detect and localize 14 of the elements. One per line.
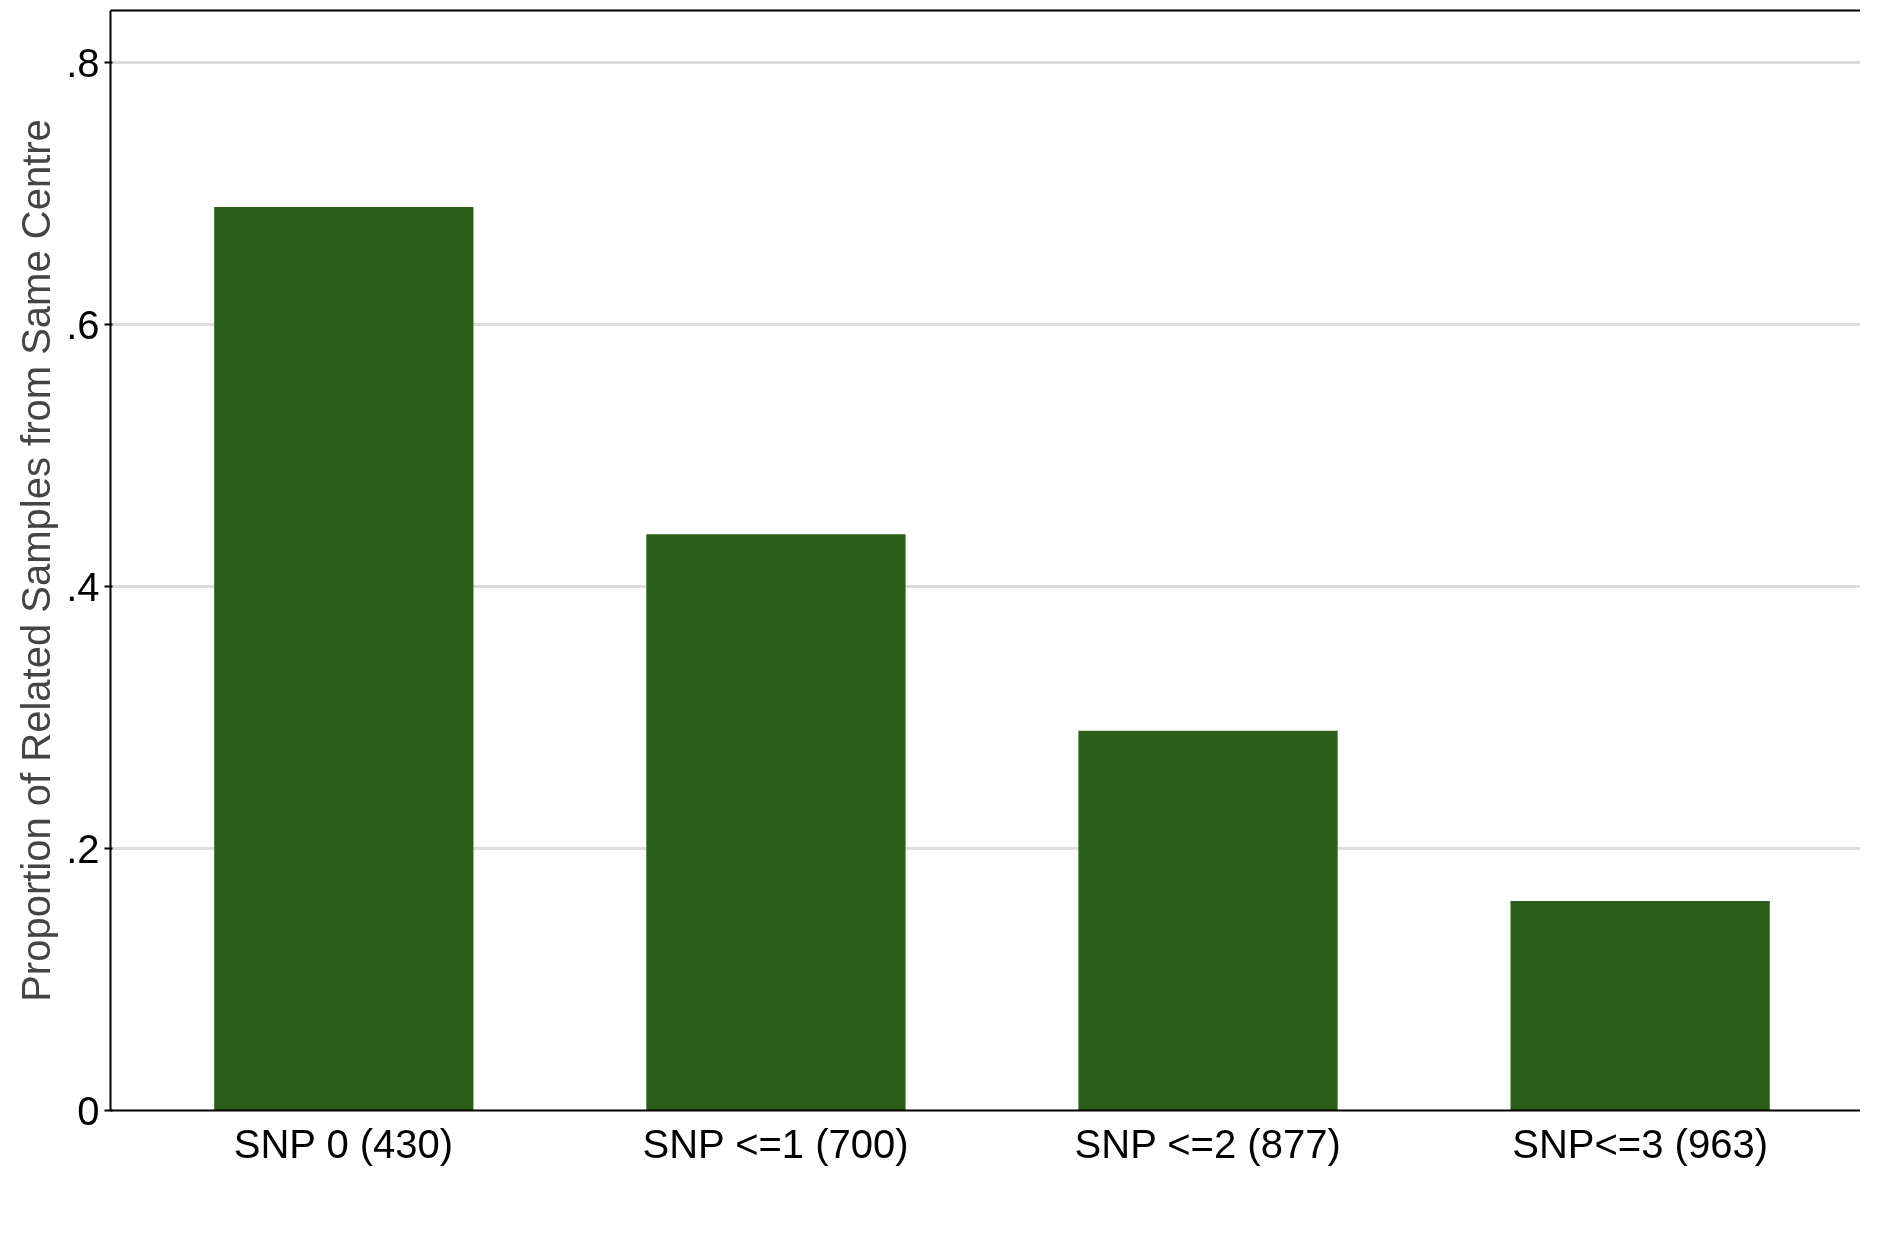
y-axis-title: Proportion of Related Samples from Same Centre [14,119,59,1002]
x-tick-label: SNP<=3 (963) [1512,1121,1768,1166]
bar [646,534,906,1111]
bar [1510,900,1770,1111]
y-tick-label: 0 [77,1088,100,1133]
y-tick-label: .2 [66,826,100,871]
x-tick-label: SNP 0 (430) [233,1121,454,1166]
y-tick-label: .4 [66,564,100,609]
bar [214,206,474,1111]
y-tick-label: .8 [66,40,100,85]
x-tick-label: SNP <=2 (877) [1074,1121,1341,1166]
bar [1078,730,1338,1111]
y-tick-label: .6 [66,302,100,347]
x-tick-label: SNP <=1 (700) [642,1121,909,1166]
